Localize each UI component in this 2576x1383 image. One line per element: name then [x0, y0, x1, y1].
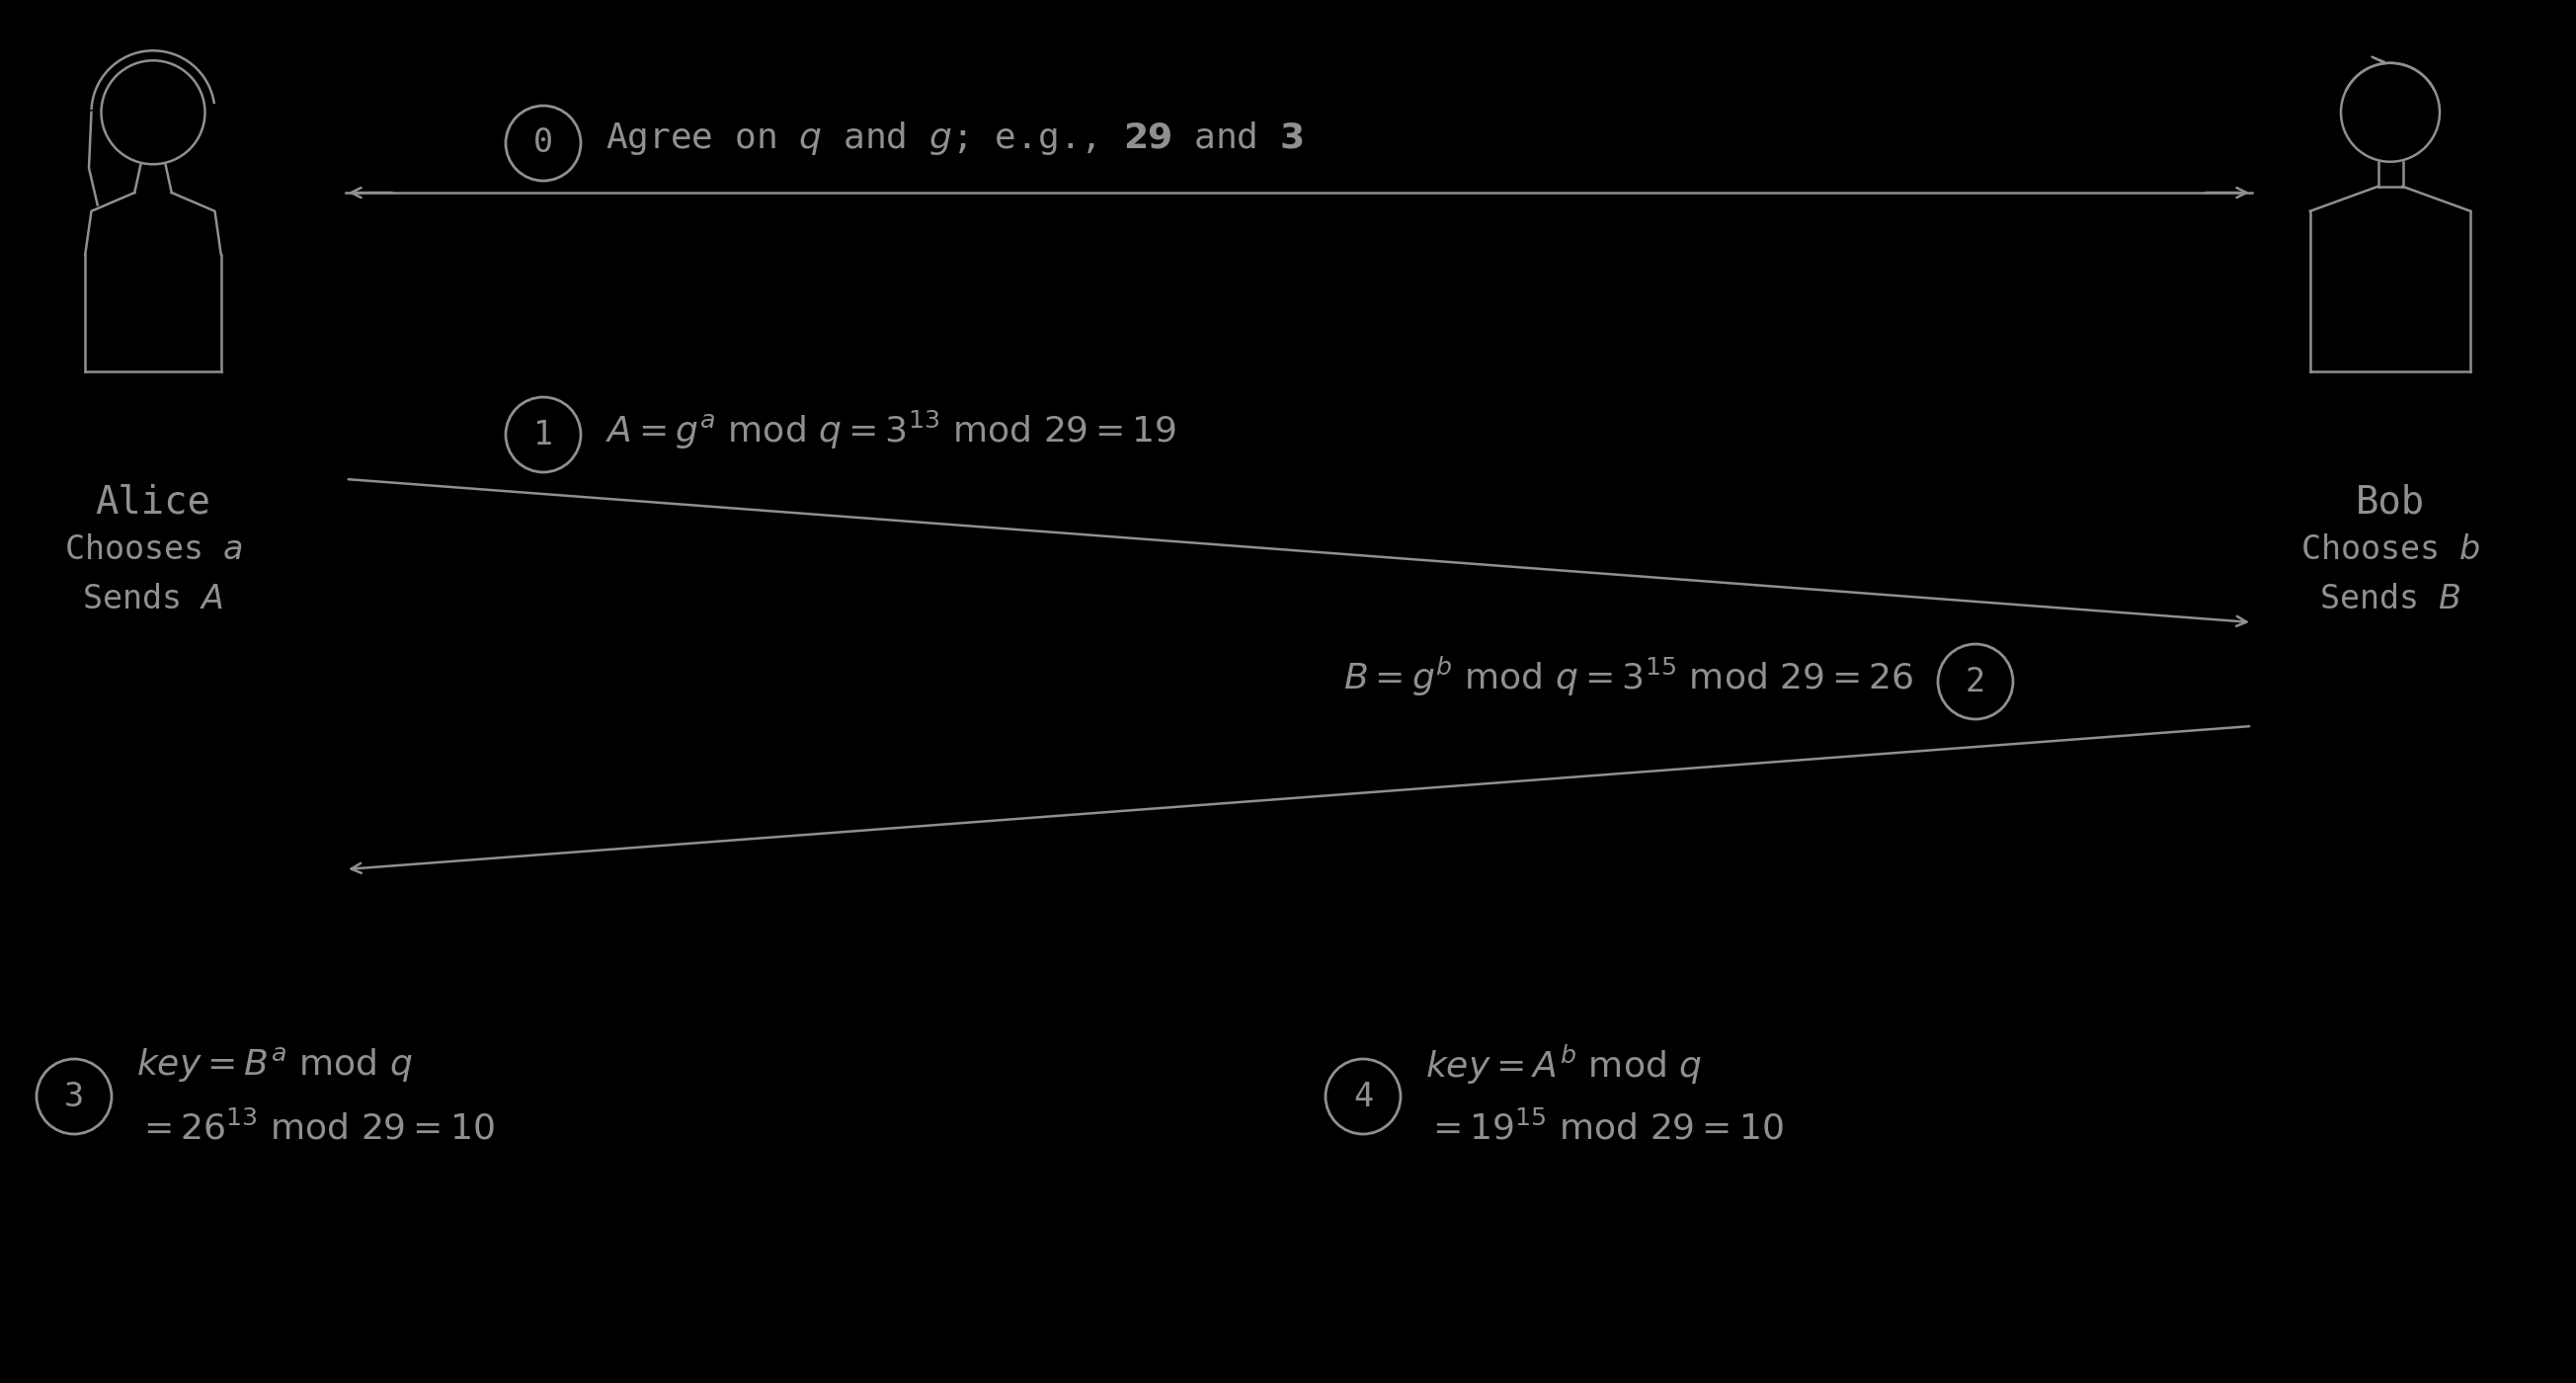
Text: Bob: Bob: [2354, 484, 2424, 521]
Text: 2: 2: [1965, 665, 1986, 698]
Text: 1: 1: [533, 418, 554, 451]
Text: Sends $B$: Sends $B$: [2318, 582, 2460, 615]
Text: Agree on $q$ and $g$; e.g., $\mathbf{29}$ and $\mathbf{3}$: Agree on $q$ and $g$; e.g., $\mathbf{29}…: [605, 119, 1303, 158]
Text: $= 19^{15}\ \mathrm{mod}\ 29 = 10$: $= 19^{15}\ \mathrm{mod}\ 29 = 10$: [1425, 1111, 1783, 1147]
Text: Alice: Alice: [95, 484, 211, 521]
Text: Sends $A$: Sends $A$: [82, 582, 224, 615]
Text: 3: 3: [64, 1080, 85, 1113]
Text: $A = g^a\ \mathrm{mod}\ q = 3^{13}\ \mathrm{mod}\ 29 = 19$: $A = g^a\ \mathrm{mod}\ q = 3^{13}\ \mat…: [605, 408, 1177, 451]
Text: $B = g^b\ \mathrm{mod}\ q = 3^{15}\ \mathrm{mod}\ 29 = 26$: $B = g^b\ \mathrm{mod}\ q = 3^{15}\ \mat…: [1342, 656, 1914, 698]
Text: Chooses $a$: Chooses $a$: [64, 534, 242, 566]
Text: 0: 0: [533, 127, 554, 159]
Text: $key = B^a\ \mathrm{mod}\ q$: $key = B^a\ \mathrm{mod}\ q$: [137, 1046, 412, 1084]
Text: $key = A^b\ \mathrm{mod}\ q$: $key = A^b\ \mathrm{mod}\ q$: [1425, 1043, 1703, 1086]
Text: 4: 4: [1352, 1080, 1373, 1113]
Text: $= 26^{13}\ \mathrm{mod}\ 29 = 10$: $= 26^{13}\ \mathrm{mod}\ 29 = 10$: [137, 1111, 495, 1147]
Text: Chooses $b$: Chooses $b$: [2300, 534, 2481, 566]
